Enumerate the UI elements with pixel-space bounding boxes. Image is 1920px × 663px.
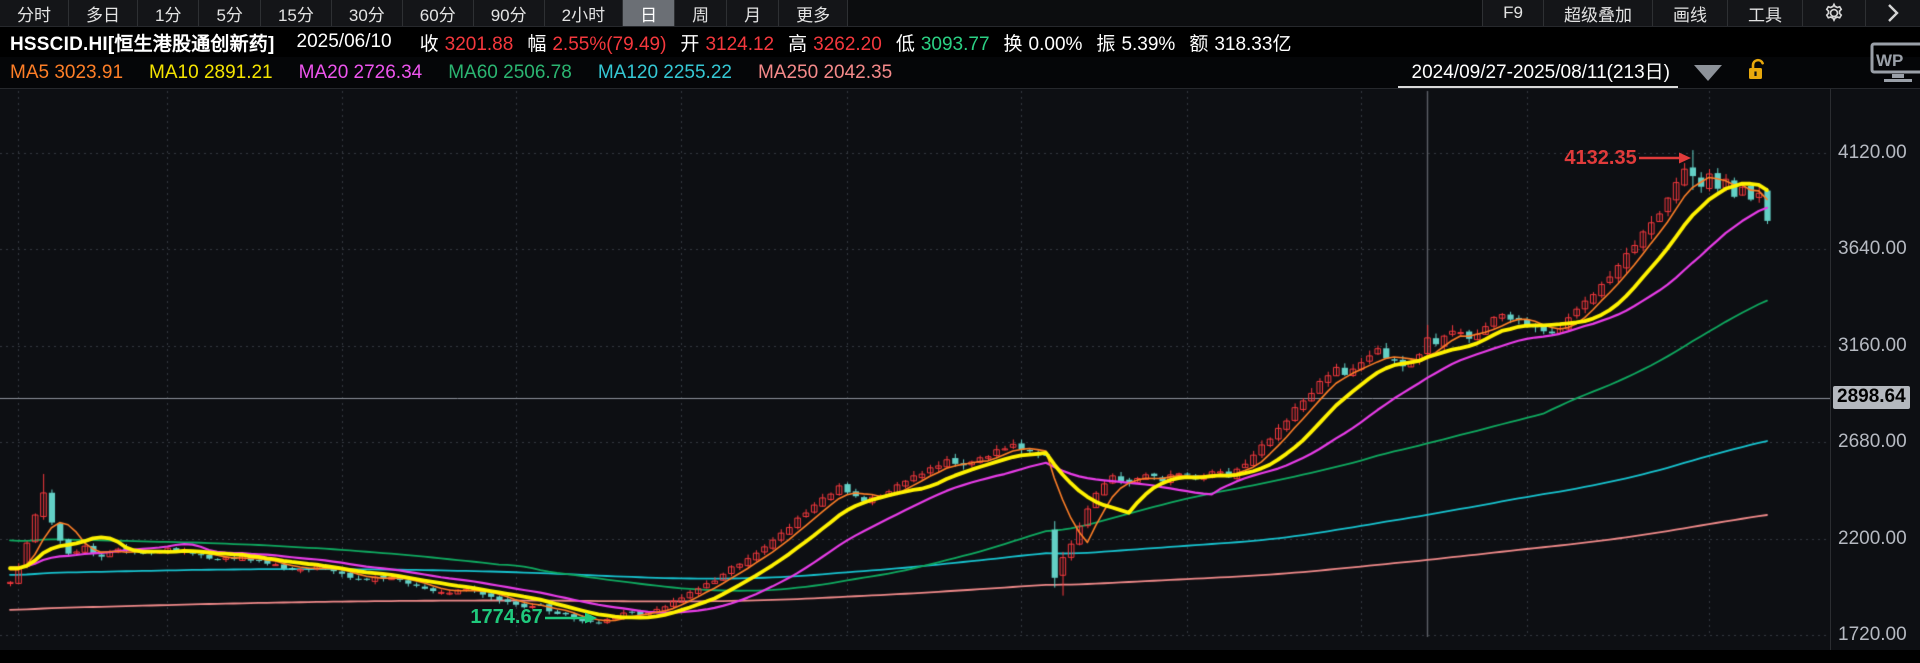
toolbar-spacer	[848, 0, 1483, 26]
quote-field-收: 收 3201.88	[419, 33, 514, 55]
ma-legend-MA10: MA10 2891.21	[149, 61, 273, 83]
ma-legend-MA60: MA60 2506.78	[448, 61, 572, 83]
quote-field-额: 额 318.33亿	[1189, 33, 1292, 55]
tab-分时[interactable]: 分时	[0, 0, 69, 26]
quote-info-bar: HSSCID.HI[恒生港股通创新药] 2025/06/10 收 3201.88 幅…	[0, 27, 1920, 57]
quote-field-低: 低 3093.77	[895, 33, 990, 55]
tab-月[interactable]: 月	[727, 0, 780, 26]
interval-high-annotation: 4132.35	[1564, 146, 1691, 170]
tab-5分[interactable]: 5分	[199, 0, 261, 26]
tab-60分[interactable]: 60分	[402, 0, 474, 26]
tab-15分[interactable]: 15分	[260, 0, 332, 26]
quote-field-振: 振 5.39%	[1096, 33, 1176, 55]
axis-tick-2680.00: 2680.00	[1838, 431, 1907, 453]
quote-field-高: 高 3262.20	[788, 33, 882, 55]
period-tabs: 分时 多日 1分 5分 15分 30分 60分 90分 2小时日周月更多	[0, 0, 849, 26]
tab-2小时[interactable]: 2小时	[544, 0, 624, 26]
interval-high-value: 4132.35	[1564, 146, 1637, 169]
tab-30分[interactable]: 30分	[331, 0, 403, 26]
tool-超级叠加[interactable]: 超级叠加	[1543, 0, 1652, 26]
ma-legend-items: MA5 3023.91 MA10 2891.21 MA20 2726.34 MA60 …	[10, 62, 918, 84]
chevron-down-icon[interactable]	[1694, 64, 1722, 81]
ma-legend-MA20: MA20 2726.34	[298, 61, 423, 83]
tab-周[interactable]: 周	[675, 0, 728, 26]
unlock-icon[interactable]	[1744, 57, 1770, 89]
quote-field-幅: 幅 2.55%(79.49)	[527, 33, 667, 55]
axis-tick-2200.00: 2200.00	[1838, 527, 1907, 549]
interval-low-value: 1774.67	[470, 606, 543, 629]
date-range-label[interactable]: 2024/09/27-2025/08/11(213日)	[1397, 57, 1678, 88]
tab-更多[interactable]: 更多	[779, 0, 849, 26]
tab-多日[interactable]: 多日	[69, 0, 138, 26]
quote-field-换: 换 0.00%	[1003, 33, 1083, 55]
quote-fields: 收 3201.88 幅 2.55%(79.49) 开 3124.12 高 3262.20 低 30…	[406, 29, 1292, 56]
svg-text:WP: WP	[1876, 51, 1903, 70]
tab-日[interactable]: 日	[623, 0, 676, 26]
toolbar-tools: F9 超级叠加 画线 工具	[1482, 0, 1920, 26]
interval-low-annotation: 1774.67	[470, 606, 597, 629]
axis-tick-3160.00: 3160.00	[1838, 334, 1907, 356]
ma-legend-MA250: MA250 2042.35	[757, 61, 893, 83]
wp-monitor-icon[interactable]: WP	[1870, 42, 1920, 84]
ma-legend-MA120: MA120 2255.22	[597, 61, 732, 83]
axis-tick-1720.00: 1720.00	[1838, 624, 1907, 646]
tool-F9[interactable]: F9	[1482, 0, 1543, 26]
tool-工具[interactable]: 工具	[1727, 0, 1802, 26]
quote-field-开: 开 3124.12	[680, 33, 775, 55]
chart-area: 4120.00 3640.00 3160.00 2680.00 2200.00 1720.…	[0, 88, 1920, 651]
quote-date: 2025/06/10	[296, 31, 392, 52]
period-toolbar: 分时 多日 1分 5分 15分 30分 60分 90分 2小时日周月更多 F9 超级叠加 画线 工具	[0, 0, 1920, 27]
bottom-strip	[0, 650, 1920, 663]
axis-tick-4120.00: 4120.00	[1838, 142, 1907, 163]
ma-legend-bar: MA5 3023.91 MA10 2891.21 MA20 2726.34 MA60 …	[0, 57, 1920, 88]
chevron-right-icon[interactable]	[1865, 0, 1920, 26]
symbol-name[interactable]: HSSCID.HI[恒生港股通创新药]	[10, 33, 275, 55]
gear-icon[interactable]	[1802, 0, 1865, 26]
tab-90分[interactable]: 90分	[473, 0, 545, 26]
ma-legend-MA5: MA5 3023.91	[10, 61, 124, 83]
current-price-badge: 2898.64	[1833, 386, 1910, 410]
tool-画线[interactable]: 画线	[1652, 0, 1727, 26]
tab-1分[interactable]: 1分	[138, 0, 200, 26]
candlestick-chart[interactable]	[0, 89, 1830, 651]
price-axis: 4120.00 3640.00 3160.00 2680.00 2200.00 1720.…	[1830, 89, 1920, 651]
axis-tick-3640.00: 3640.00	[1838, 238, 1907, 260]
